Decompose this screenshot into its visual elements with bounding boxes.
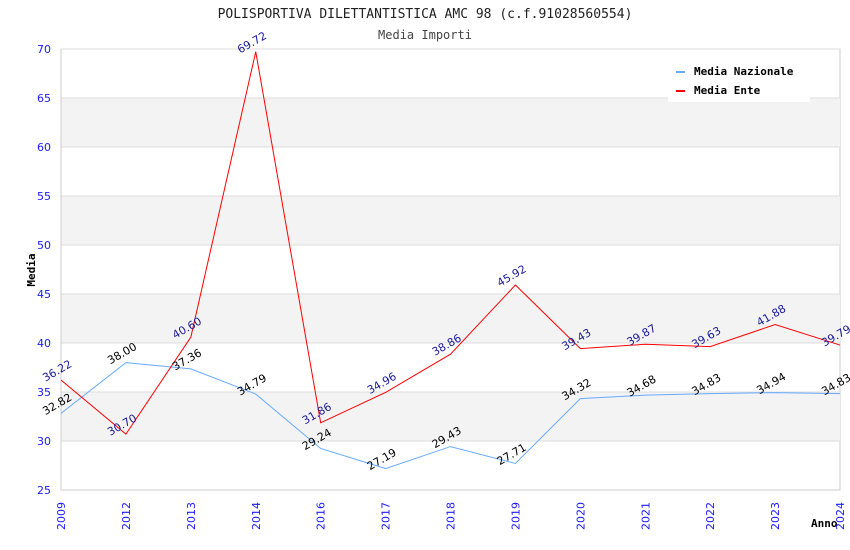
y-tick-label: 50 [37,239,51,252]
y-tick-label: 25 [37,484,51,497]
x-tick-label: 2021 [639,502,652,530]
x-axis-label: Anno [811,517,838,530]
grid-band [61,196,840,245]
y-tick-label: 30 [37,435,51,448]
legend-box [668,58,810,102]
x-tick-label: 2017 [380,502,393,530]
y-tick-label: 40 [37,337,51,350]
y-tick-label: 60 [37,141,51,154]
x-tick-label: 2022 [704,502,717,530]
y-axis-label: Media [25,253,38,286]
y-tick-label: 70 [37,43,51,56]
chart-subtitle: Media Importi [378,28,472,42]
series-line-media-ente [60,51,841,435]
x-tick-label: 2009 [55,502,68,530]
series-line-media-nazionale [60,362,841,470]
x-tick-label: 2023 [769,502,782,530]
legend-swatch-media-ente [676,90,685,92]
x-tick-label: 2016 [315,502,328,530]
x-tick-label: 2018 [445,502,458,530]
grid-band [61,98,840,147]
legend-label-media-ente: Media Ente [694,84,761,97]
legend: Media Nazionale Media Ente [668,58,810,102]
legend-label-media-nazionale: Media Nazionale [694,65,794,78]
grid-band [61,392,840,441]
y-tick-label: 65 [37,92,51,105]
x-tick-label: 2013 [185,502,198,530]
chart-title: POLISPORTIVA DILETTANTISTICA AMC 98 (c.f… [218,7,633,22]
x-tick-label: 2024 [834,502,847,530]
legend-swatch-media-nazionale [676,71,685,73]
x-tick-label: 2020 [574,502,587,530]
y-tick-label: 55 [37,190,51,203]
x-tick-label: 2019 [509,502,522,530]
y-tick-label: 35 [37,386,51,399]
x-tick-label: 2014 [250,502,263,530]
grid-band [61,294,840,343]
x-tick-label: 2012 [120,502,133,530]
y-tick-label: 45 [37,288,51,301]
